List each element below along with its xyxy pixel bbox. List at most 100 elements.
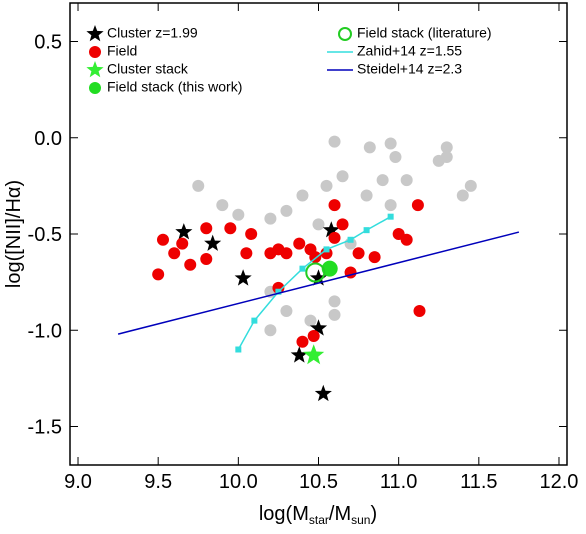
- line-point: [347, 236, 354, 243]
- circle-marker: [413, 305, 426, 317]
- x-tick-label: 12.0: [540, 471, 579, 493]
- trend-line: [117, 231, 520, 335]
- legend-label: Cluster z=1.99: [107, 25, 198, 41]
- open-marker: [305, 262, 326, 283]
- circle-marker: [320, 179, 333, 192]
- circle-marker: [89, 82, 101, 94]
- circle-marker: [264, 212, 277, 225]
- circle-marker: [440, 141, 453, 154]
- circle-marker: [152, 268, 165, 281]
- line-point: [299, 265, 306, 272]
- circle-marker: [200, 222, 213, 235]
- circle-marker: [245, 228, 258, 240]
- circle-marker: [296, 335, 309, 348]
- legend-label: Zahid+14 z=1.55: [357, 43, 462, 59]
- y-tick-label: -1.0: [28, 320, 62, 342]
- circle-marker: [216, 199, 229, 212]
- circle-marker: [376, 174, 389, 187]
- circle-marker: [328, 308, 341, 321]
- circle-marker: [240, 247, 253, 260]
- circle-marker: [363, 141, 376, 154]
- line-point: [251, 317, 258, 324]
- x-label-part: ): [370, 503, 377, 525]
- star-marker: [314, 384, 332, 402]
- circle-marker: [200, 253, 213, 266]
- circle-marker: [360, 189, 373, 202]
- y-tick-label: -0.5: [28, 224, 62, 246]
- circle-marker: [89, 46, 101, 58]
- circle-marker: [328, 135, 341, 148]
- x-label-part: log(M: [259, 503, 309, 525]
- circle-marker: [368, 251, 381, 264]
- circle-marker: [400, 233, 413, 246]
- x-label-sub: star: [309, 513, 329, 527]
- x-tick-label: 10.0: [219, 471, 258, 493]
- circle-marker: [168, 247, 181, 260]
- x-tick-label: 9.5: [144, 471, 172, 493]
- star-marker: [204, 234, 222, 251]
- legend-label: Field stack (literature): [357, 25, 492, 41]
- circle-marker: [400, 174, 413, 187]
- circle-marker: [389, 151, 402, 163]
- circle-marker: [280, 204, 293, 217]
- star-marker: [309, 319, 328, 336]
- line-point: [275, 288, 282, 295]
- y-tick-label: 0.5: [34, 32, 62, 54]
- x-tick-label: 10.5: [299, 471, 338, 493]
- x-label-sub: sun: [351, 513, 370, 527]
- circle-marker: [464, 179, 477, 192]
- circle-marker: [293, 237, 306, 250]
- star-marker: [322, 221, 340, 238]
- circle-marker: [456, 189, 469, 202]
- circle-marker: [440, 151, 453, 163]
- y-tick-label: 0.0: [34, 128, 62, 150]
- legend-label: Field stack (this work): [107, 79, 242, 95]
- line-point: [387, 213, 394, 220]
- star-marker: [175, 223, 193, 240]
- circle-marker: [328, 295, 341, 308]
- legend-label: Steidel+14 z=2.3: [357, 61, 462, 77]
- x-label-part: /M: [329, 503, 351, 525]
- star-marker: [234, 269, 252, 286]
- line-point: [235, 346, 242, 353]
- circle-marker: [156, 233, 169, 246]
- circle-marker: [336, 170, 349, 183]
- star-marker: [303, 344, 325, 365]
- circle-marker: [321, 260, 338, 277]
- circle-marker: [307, 330, 320, 343]
- circle-marker: [328, 231, 341, 244]
- circle-marker: [352, 247, 365, 260]
- line-point: [323, 246, 330, 253]
- circle-marker: [264, 324, 277, 337]
- x-tick-label: 11.5: [460, 471, 497, 493]
- circle-marker: [224, 222, 237, 235]
- x-tick-label: 11.0: [380, 471, 417, 493]
- circle-marker: [176, 237, 189, 250]
- y-axis-label: log([NII]/Hα): [3, 180, 25, 288]
- circle-marker: [384, 137, 397, 150]
- x-tick-label: 9.0: [64, 471, 92, 493]
- star-marker: [290, 346, 308, 363]
- star-marker: [309, 269, 328, 286]
- legend-label: Field: [107, 43, 137, 59]
- circle-marker: [336, 218, 349, 231]
- circle-marker: [411, 199, 424, 212]
- circle-marker: [296, 189, 309, 202]
- star-marker: [86, 61, 104, 78]
- legend-label: Cluster stack: [107, 61, 189, 77]
- circle-marker: [232, 208, 245, 221]
- circle-marker: [312, 218, 325, 231]
- circle-marker: [328, 199, 341, 212]
- y-tick-label: -1.5: [28, 417, 62, 439]
- x-axis-label: log(Mstar/Msun): [259, 503, 377, 527]
- circle-marker: [384, 199, 397, 212]
- circle-marker: [280, 305, 293, 317]
- circle-marker: [192, 179, 205, 192]
- circle-marker: [184, 258, 197, 271]
- star-marker: [86, 25, 104, 42]
- circle-marker: [280, 247, 293, 260]
- open-marker: [338, 27, 352, 41]
- circle-marker: [304, 314, 317, 327]
- line-point: [363, 227, 370, 234]
